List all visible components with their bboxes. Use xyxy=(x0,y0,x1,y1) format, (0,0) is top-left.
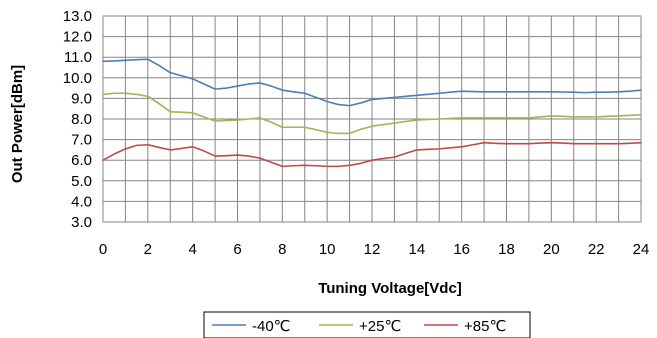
series-line-1 xyxy=(102,58,642,107)
x-tick-label: 2 xyxy=(144,241,152,258)
x-tick-label: 4 xyxy=(188,241,196,258)
series-lines xyxy=(102,58,642,168)
y-tick-label: 12.0 xyxy=(63,29,92,46)
x-tick-label: 20 xyxy=(543,241,560,258)
y-axis-title: Out Power[dBm] xyxy=(9,65,26,183)
series-line-2 xyxy=(102,92,642,135)
y-tick-label: 5.0 xyxy=(71,173,92,190)
legend-box xyxy=(203,311,531,338)
y-tick-label: 6.0 xyxy=(71,152,92,169)
y-tick-label: 7.0 xyxy=(71,132,92,149)
plot-area-frame xyxy=(102,15,642,223)
y-tick-label: 10.0 xyxy=(63,70,92,87)
y-tick-label: 3.0 xyxy=(71,214,92,231)
y-tick-label: 4.0 xyxy=(71,193,92,210)
x-tick-label: 8 xyxy=(278,241,286,258)
grid-lines xyxy=(102,15,642,223)
series-line-3 xyxy=(102,141,642,168)
y-tick-label: 11.0 xyxy=(64,49,92,66)
y-axis-tick-labels: 3.0 4.0 5.0 6.0 7.0 8.0 9.0 10.0 11.0 12.0 13.0 xyxy=(63,8,92,231)
x-axis-title: Tuning Voltage[Vdc] xyxy=(318,280,462,297)
y-tick-label: 9.0 xyxy=(71,90,92,107)
x-axis-tick-labels: 0 2 4 6 8 10 12 14 16 18 20 22 24 xyxy=(99,241,650,258)
x-tick-label: 22 xyxy=(588,241,605,258)
legend: -40℃ +25℃ +85℃ xyxy=(203,311,531,338)
x-tick-label: 14 xyxy=(408,241,425,258)
x-tick-label: 18 xyxy=(498,241,515,258)
y-tick-label: 8.0 xyxy=(71,111,92,128)
legend-label-1: -40℃ xyxy=(252,318,291,335)
x-tick-label: 24 xyxy=(633,241,650,258)
x-tick-label: 0 xyxy=(99,241,107,258)
x-tick-label: 10 xyxy=(319,241,336,258)
x-tick-label: 6 xyxy=(233,241,241,258)
x-tick-label: 16 xyxy=(453,241,470,258)
legend-label-3: +85℃ xyxy=(464,318,506,335)
legend-label-2: +25℃ xyxy=(359,318,401,335)
y-tick-label: 13.0 xyxy=(63,8,92,25)
x-tick-label: 12 xyxy=(364,241,381,258)
